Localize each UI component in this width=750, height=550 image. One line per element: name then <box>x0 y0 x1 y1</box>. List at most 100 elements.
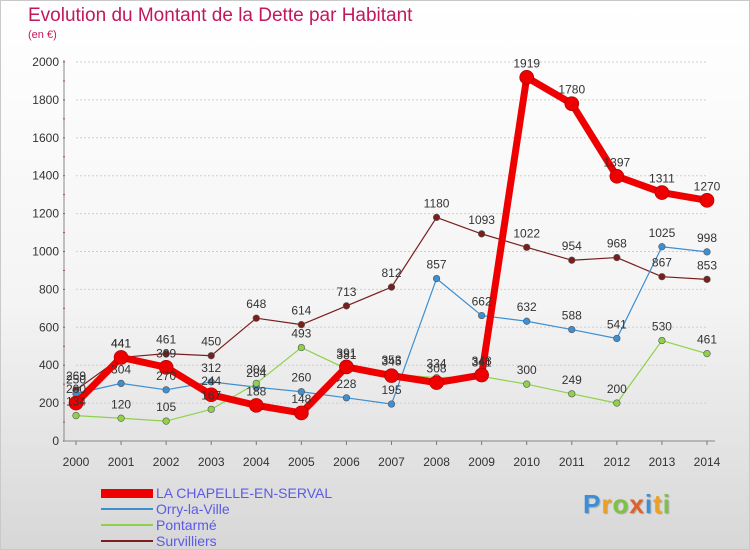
data-label: 195 <box>381 383 401 397</box>
data-point <box>609 168 625 184</box>
data-label: 493 <box>291 327 311 341</box>
logo-letter: o <box>612 489 630 519</box>
data-point <box>703 275 711 283</box>
x-tick-label: 2012 <box>604 455 631 469</box>
data-point <box>68 395 84 411</box>
legend-swatch <box>101 540 153 542</box>
data-point <box>523 317 531 325</box>
data-label: 389 <box>156 346 176 360</box>
data-label: 244 <box>201 374 221 388</box>
data-label: 345 <box>381 355 401 369</box>
data-point <box>339 359 354 375</box>
data-point <box>342 394 351 402</box>
data-label: 312 <box>201 361 221 375</box>
data-label: 1780 <box>558 83 585 97</box>
data-point <box>203 387 219 403</box>
data-point <box>162 417 170 425</box>
legend-swatch <box>101 488 153 498</box>
data-point <box>699 193 715 208</box>
data-label: 228 <box>336 377 356 391</box>
legend-label: LA CHAPELLE-EN-SERVAL <box>156 485 333 501</box>
data-label: 614 <box>291 304 311 318</box>
data-point <box>294 405 309 421</box>
data-point <box>613 334 621 343</box>
data-point <box>342 302 351 310</box>
data-label: 381 <box>336 348 356 362</box>
proxiti-logo: Proxiti <box>583 489 671 520</box>
data-point <box>158 359 174 375</box>
data-label: 167 <box>201 388 221 402</box>
chart-legend: LA CHAPELLE-EN-SERVAL Orry-la-Ville Pontar… <box>101 485 332 549</box>
data-point <box>297 343 305 352</box>
legend-label: Survilliers <box>156 533 217 549</box>
data-label: 188 <box>246 384 266 398</box>
x-tick-label: 2010 <box>513 455 540 469</box>
data-label: 1180 <box>424 196 450 210</box>
x-tick-label: 2004 <box>243 455 270 469</box>
data-label: 713 <box>336 285 356 299</box>
data-point <box>568 256 576 264</box>
data-label: 853 <box>697 258 717 272</box>
x-tick-label: 2003 <box>198 455 225 469</box>
data-point <box>207 352 215 360</box>
y-tick-label: 0 <box>52 434 59 448</box>
data-point <box>658 273 666 281</box>
data-point <box>117 414 125 422</box>
y-tick-label: 800 <box>39 282 59 296</box>
data-label: 269 <box>66 369 86 383</box>
data-label: 1919 <box>513 56 540 70</box>
data-point <box>387 400 396 408</box>
data-label: 348 <box>472 354 492 368</box>
data-point <box>117 379 125 387</box>
data-label: 857 <box>427 258 447 272</box>
x-tick-label: 2013 <box>649 455 676 469</box>
data-point <box>432 213 441 221</box>
data-point <box>162 386 170 394</box>
x-tick-label: 2009 <box>468 455 495 469</box>
legend-label: Pontarmé <box>156 517 217 533</box>
y-tick-label: 200 <box>39 396 59 410</box>
data-point <box>432 274 441 283</box>
data-label: 200 <box>607 382 627 396</box>
data-point <box>568 325 576 334</box>
data-point <box>297 321 305 329</box>
x-tick-label: 2001 <box>108 455 135 469</box>
y-tick-label: 1800 <box>32 93 59 107</box>
data-point <box>207 405 215 413</box>
data-label: 353 <box>381 353 401 367</box>
data-label: 1022 <box>513 226 540 240</box>
logo-letter: t <box>653 489 663 519</box>
data-point <box>248 398 264 413</box>
data-label: 1025 <box>649 226 676 240</box>
data-label: 308 <box>427 362 447 376</box>
y-tick-label: 2000 <box>32 55 59 69</box>
data-label: 1270 <box>694 179 721 193</box>
data-point <box>384 368 399 383</box>
data-label: 284 <box>246 366 266 380</box>
data-label: 1093 <box>468 213 495 227</box>
data-label: 120 <box>111 397 131 411</box>
legend-swatch <box>101 524 153 526</box>
data-point <box>113 350 129 365</box>
data-label: 541 <box>607 317 627 331</box>
data-point <box>207 378 215 386</box>
data-point <box>519 70 535 85</box>
data-point <box>478 230 486 238</box>
x-tick-label: 2002 <box>153 455 180 469</box>
data-label: 341 <box>472 355 492 369</box>
data-point <box>613 399 621 407</box>
data-label: 441 <box>111 336 131 350</box>
x-tick-label: 2000 <box>63 455 90 469</box>
data-point <box>429 375 444 390</box>
data-label: 530 <box>652 320 672 334</box>
data-label: 134 <box>66 395 86 409</box>
data-point <box>613 253 621 262</box>
data-label: 812 <box>381 266 401 280</box>
legend-item: LA CHAPELLE-EN-SERVAL <box>101 485 332 501</box>
data-label: 260 <box>291 371 311 385</box>
data-point <box>297 388 305 396</box>
data-label: 200 <box>66 382 86 396</box>
logo-letter: i <box>662 489 671 519</box>
data-point <box>703 248 711 256</box>
